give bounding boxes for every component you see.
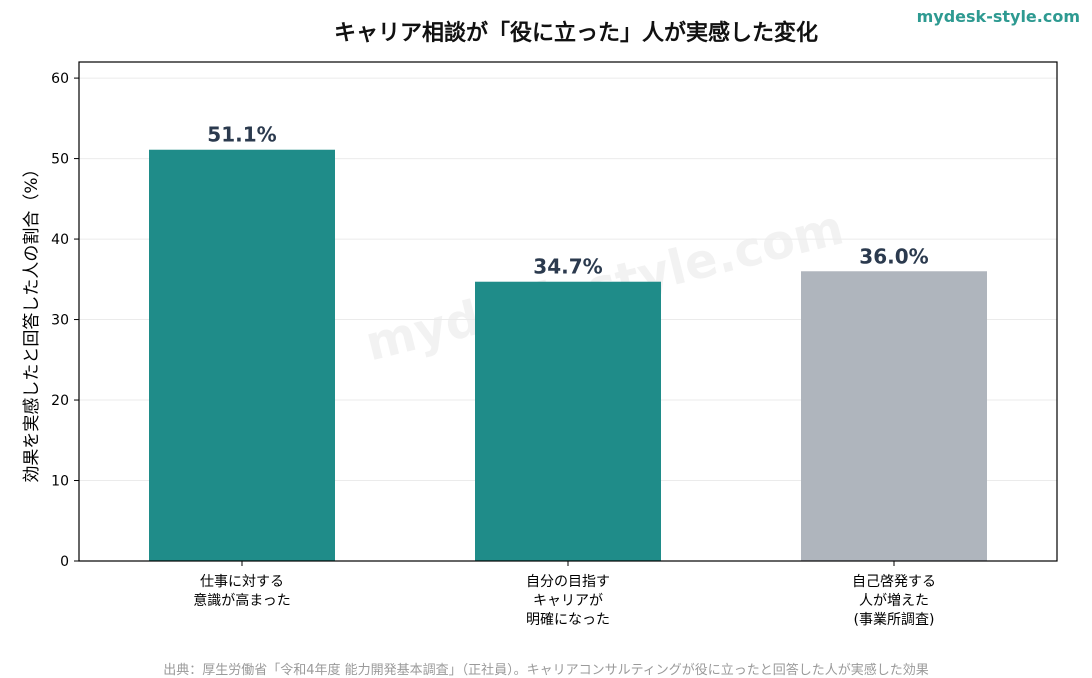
y-tick-label: 40	[51, 232, 69, 248]
y-tick-label: 10	[51, 474, 69, 490]
x-tick-label: (事業所調査)	[854, 612, 935, 628]
x-tick-label: 明確になった	[526, 612, 610, 628]
x-tick-label: 意識が高まった	[193, 592, 290, 609]
x-tick-label: 人が増えた	[859, 593, 929, 609]
y-axis-label: 効果を実感したと回答した人の割合（%）	[22, 160, 42, 482]
data-label: 36.0%	[859, 244, 928, 268]
y-tick-label: 0	[60, 554, 69, 570]
data-label: 34.7%	[533, 255, 602, 279]
bar	[149, 149, 335, 561]
bar	[801, 271, 987, 561]
y-tick-label: 30	[51, 313, 69, 329]
source-note: 出典：厚生労働省「令和4年度 能力開発基本調査」（正社員）。キャリアコンサルティ…	[163, 663, 929, 678]
brand-label: mydesk-style.com	[916, 7, 1080, 26]
chart-title: キャリア相談が「役に立った」人が実感した変化	[333, 21, 818, 46]
y-tick-label: 60	[51, 71, 69, 87]
data-label: 51.1%	[207, 123, 276, 147]
plot-frame	[78, 61, 1058, 562]
x-tick-label: 自分の目指す	[526, 574, 610, 590]
x-tick-label: 自己啓発する	[852, 574, 936, 590]
x-tick-label: 仕事に対する	[200, 574, 284, 590]
x-tick-label: キャリアが	[533, 593, 603, 609]
y-tick-label: 50	[51, 152, 69, 168]
bar	[475, 281, 661, 561]
y-tick-label: 20	[51, 393, 69, 409]
